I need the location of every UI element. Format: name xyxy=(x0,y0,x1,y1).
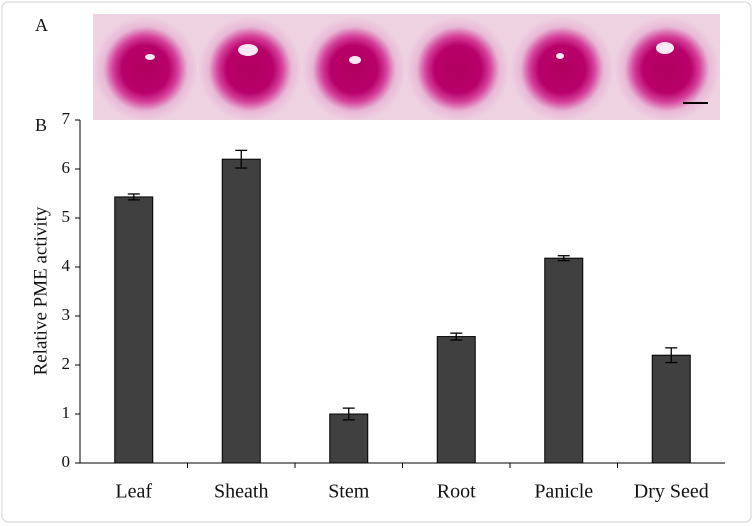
y-axis-title: Relative PME activity xyxy=(30,206,51,375)
bar xyxy=(114,196,154,464)
error-bar xyxy=(665,347,678,364)
x-tick-label: Root xyxy=(437,481,476,503)
panel-label: B xyxy=(35,115,47,135)
x-tick-label: Stem xyxy=(328,481,370,503)
y-tick-label: 7 xyxy=(62,109,71,128)
y-tick-label: 4 xyxy=(62,256,71,275)
y-tick-label: 1 xyxy=(62,403,71,422)
error-bar xyxy=(235,149,248,169)
x-tick-label: Dry Seed xyxy=(634,481,709,503)
x-tick-label: Sheath xyxy=(214,481,268,503)
error-bar xyxy=(450,332,463,341)
y-tick-label: 2 xyxy=(62,354,71,373)
error-bar xyxy=(342,407,355,421)
panel-label: A xyxy=(35,15,48,35)
bar xyxy=(221,158,261,464)
error-bar xyxy=(557,255,570,262)
bar xyxy=(651,354,691,464)
y-tick-label: 0 xyxy=(62,452,71,471)
y-tick-label: 3 xyxy=(62,305,71,324)
y-tick-label: 6 xyxy=(62,158,71,177)
image-strip xyxy=(93,14,720,120)
x-tick-label: Panicle xyxy=(534,481,593,503)
y-tick-label: 5 xyxy=(62,207,71,226)
bar xyxy=(329,413,369,464)
x-tick-label: Leaf xyxy=(115,481,152,503)
bar xyxy=(436,336,476,464)
bar xyxy=(544,257,584,464)
error-bar xyxy=(127,193,140,201)
